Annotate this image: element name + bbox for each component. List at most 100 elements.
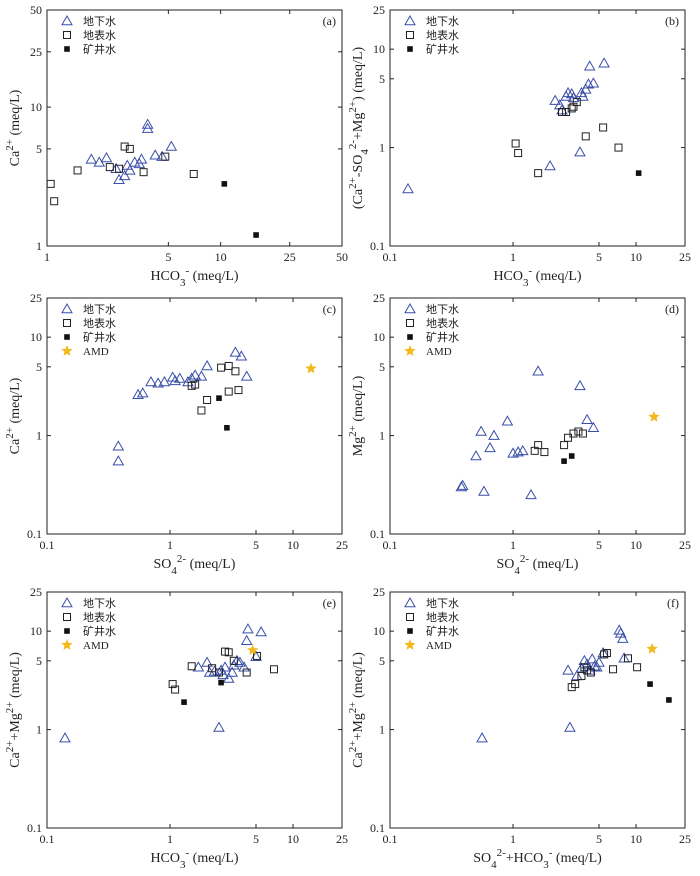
surface-point — [564, 433, 573, 442]
surface-point — [567, 104, 576, 113]
groundwater-point — [158, 376, 171, 387]
groundwater-point — [587, 421, 600, 433]
surface-point — [557, 107, 566, 116]
legend-mine-point — [407, 334, 413, 340]
surface-point — [161, 152, 170, 161]
x-tick-label: 25 — [284, 250, 296, 264]
groundwater-point — [532, 365, 544, 376]
legend-groundwater-point — [61, 14, 73, 26]
x-tick-label: 10 — [630, 250, 642, 264]
surface-point — [105, 163, 114, 172]
plot-frame — [389, 297, 686, 535]
legend-surface-point — [63, 613, 71, 621]
y-tick-label: 10 — [30, 100, 42, 114]
series-groundwater — [85, 118, 178, 184]
x-tick-label: 25 — [679, 250, 691, 264]
surface-point — [581, 132, 590, 141]
x-tick-label: 1 — [167, 538, 173, 552]
x-tick-label: 1 — [510, 832, 516, 846]
chart-panel-d: 0.1 1 5 10 25 0.1 1 5 10 25 (d) SO42- (meq/L) Mg2+ (… — [347, 291, 691, 577]
y-tick-label: 1 — [36, 239, 42, 253]
y-tick-label: 25 — [373, 585, 385, 599]
groundwater-point — [59, 732, 71, 743]
groundwater-point — [213, 721, 225, 732]
groundwater-point — [484, 441, 496, 453]
surface-point — [224, 361, 233, 370]
groundwater-point — [616, 632, 629, 643]
legend-mine-point — [407, 628, 413, 634]
surface-point — [609, 665, 618, 674]
y-axis-label: Ca2++Mg2+ (meq/L) — [347, 652, 366, 768]
y-tick-label: 25 — [373, 291, 385, 305]
y-tick-label: 0.1 — [27, 821, 42, 835]
x-tick-label: 5 — [596, 250, 602, 264]
groundwater-point — [145, 376, 157, 387]
x-axis-label: HCO3- (meq/L) — [150, 847, 238, 871]
groundwater-point — [192, 661, 205, 672]
groundwater-point — [575, 86, 588, 98]
groundwater-point — [255, 626, 267, 637]
groundwater-point — [593, 656, 605, 667]
y-tick-label: 5 — [379, 72, 385, 86]
x-tick-label: 5 — [596, 832, 602, 846]
surface-point — [534, 441, 543, 450]
surface-point — [511, 139, 520, 148]
surface-point — [203, 395, 212, 404]
groundwater-point — [476, 732, 488, 743]
x-tick-label: 25 — [336, 832, 348, 846]
amd-point — [646, 642, 658, 654]
y-tick-label: 25 — [373, 3, 385, 17]
legend-groundwater-point — [404, 14, 416, 26]
groundwater-point — [516, 444, 529, 456]
panel-label: (a) — [323, 14, 336, 28]
y-tick-label: 25 — [30, 291, 42, 305]
y-tick-label: 5 — [379, 360, 385, 374]
series-mine — [635, 170, 642, 176]
legend-surface-point — [406, 613, 414, 621]
groundwater-point — [507, 447, 519, 458]
series-groundwater — [402, 57, 610, 194]
surface-point — [189, 169, 198, 178]
surface-point — [514, 149, 523, 158]
legend-label-surface: 地表水 — [426, 610, 459, 624]
y-tick-label: 50 — [30, 3, 42, 17]
series-amd — [247, 644, 259, 656]
series-surface — [511, 98, 623, 178]
surface-point — [623, 654, 632, 663]
groundwater-point — [570, 670, 583, 681]
legend-surface-point — [63, 319, 71, 327]
surface-point — [168, 680, 177, 689]
series-amd — [646, 642, 658, 654]
y-tick-label: 0.1 — [370, 239, 385, 253]
groundwater-point — [195, 370, 208, 381]
surface-point — [560, 441, 569, 450]
surface-point — [586, 668, 595, 677]
mine-point — [224, 424, 230, 431]
x-tick-label: 0.1 — [383, 832, 398, 846]
mine-point — [561, 458, 567, 464]
series-surface — [46, 142, 198, 206]
y-tick-label: 10 — [373, 624, 385, 638]
x-tick-label: 25 — [336, 538, 348, 552]
series-mine — [561, 453, 575, 464]
chart-panel-c: 0.1 1 5 10 25 0.1 1 5 10 25 (c) SO42- (meq/L) Ca2+ (… — [4, 291, 348, 577]
groundwater-point — [222, 672, 235, 683]
legend-label-mine: 矿井水 — [83, 624, 116, 638]
y-tick-label: 5 — [379, 654, 385, 668]
legend-amd-point — [61, 639, 73, 650]
legend-label-amd: AMD — [83, 640, 109, 652]
x-axis-label: HCO3- (meq/L) — [493, 265, 581, 289]
x-tick-label: 1 — [510, 538, 516, 552]
panel-label: (d) — [665, 302, 679, 316]
chart-panel-a: 1 5 10 25 50 1 5 10 25 50 (a) HCO3- (meq/L) Ca2+ (me… — [4, 3, 348, 289]
x-tick-label: 5 — [596, 538, 602, 552]
legend-label-amd: AMD — [83, 346, 109, 358]
legend-label-surface: 地表水 — [426, 28, 459, 42]
amd-point — [648, 410, 660, 422]
legend-label-surface: 地表水 — [83, 316, 116, 330]
surface-point — [191, 380, 200, 389]
groundwater-point — [512, 446, 524, 457]
surface-point — [187, 662, 196, 671]
surface-point — [115, 164, 124, 173]
